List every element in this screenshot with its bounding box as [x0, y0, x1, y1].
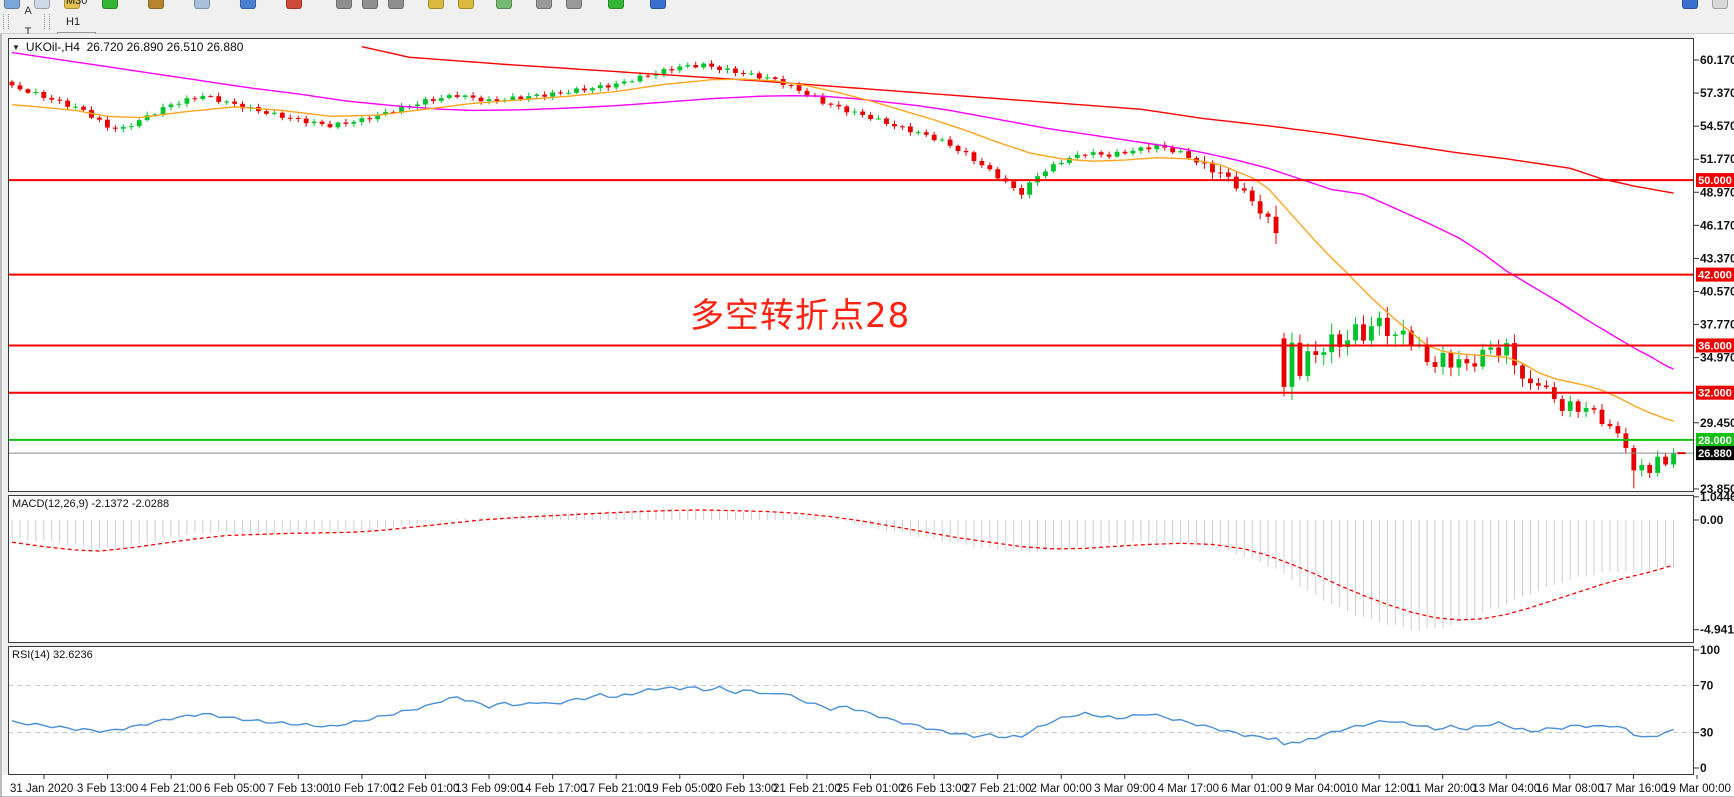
svg-text:57.370: 57.370	[1700, 86, 1734, 100]
templates-icon[interactable]	[608, 0, 624, 9]
svg-text:60.170: 60.170	[1700, 53, 1734, 67]
toolbar-right-group	[1672, 0, 1728, 9]
svg-text:7 Feb 13:00: 7 Feb 13:00	[268, 783, 329, 795]
svg-text:0: 0	[1700, 761, 1707, 775]
svg-text:43.370: 43.370	[1700, 251, 1734, 265]
svg-text:12 Feb 01:00: 12 Feb 01:00	[392, 783, 460, 795]
pencil-icon[interactable]	[1682, 0, 1698, 9]
svg-text:20 Feb 13:00: 20 Feb 13:00	[709, 783, 777, 795]
svg-text:17 Mar 16:00: 17 Mar 16:00	[1600, 783, 1668, 795]
svg-text:36.000: 36.000	[1698, 340, 1732, 352]
svg-text:11 Mar 20:00: 11 Mar 20:00	[1409, 783, 1476, 795]
svg-text:31 Jan 2020: 31 Jan 2020	[10, 783, 73, 795]
macd-pane	[11, 507, 1675, 631]
timeframe-button-m30[interactable]: M30	[66, 0, 88, 7]
chart-dropdown-icon[interactable]: ▼	[12, 42, 20, 52]
svg-text:-4.9417: -4.9417	[1700, 623, 1734, 637]
svg-text:4 Feb 21:00: 4 Feb 21:00	[140, 783, 201, 795]
svg-text:1.0446: 1.0446	[1700, 490, 1734, 504]
text-label-button[interactable]: A	[17, 1, 39, 22]
chart-title: ▼ UKOil-,H4 26.720 26.890 26.510 26.880	[12, 40, 243, 54]
svg-text:25 Feb 01:00: 25 Feb 01:00	[837, 783, 905, 795]
svg-text:10 Feb 17:00: 10 Feb 17:00	[328, 783, 396, 795]
toolbar-grip[interactable]	[3, 14, 9, 29]
price-scale: 60.170 57.370 54.570 51.770 48.970 46.170 43.3…	[1694, 53, 1734, 775]
svg-text:48.970: 48.970	[1700, 185, 1734, 199]
svg-text:29.450: 29.450	[1700, 416, 1734, 430]
svg-text:0.00: 0.00	[1700, 513, 1724, 527]
profiles-icon[interactable]	[34, 0, 50, 9]
svg-text:26.880: 26.880	[1698, 448, 1732, 460]
svg-text:50.000: 50.000	[1698, 175, 1732, 187]
svg-text:42.000: 42.000	[1698, 270, 1732, 282]
chart-window[interactable]: 60.170 57.370 54.570 51.770 48.970 46.170 43.3…	[0, 34, 1734, 797]
zoom-out-icon[interactable]	[458, 0, 474, 9]
svg-text:40.570: 40.570	[1700, 284, 1734, 298]
macd-indicator-label: MACD(12,26,9) -2.1372 -2.0288	[12, 498, 170, 510]
svg-text:54.570: 54.570	[1700, 119, 1734, 133]
chart-toolbar: ▦AT⇄▾ M1M5M15M30H1H4D1W1MN	[0, 0, 1734, 112]
candlestick-chart-icon[interactable]	[362, 0, 378, 9]
bar-chart-icon[interactable]	[336, 0, 352, 9]
svg-text:6 Mar 01:00: 6 Mar 01:00	[1221, 783, 1282, 795]
chart-shift-icon[interactable]	[566, 0, 582, 9]
svg-text:10 Mar 12:00: 10 Mar 12:00	[1345, 783, 1413, 795]
text-box-button[interactable]: T	[17, 22, 39, 43]
svg-text:51.770: 51.770	[1700, 152, 1734, 166]
folder-icon[interactable]	[194, 0, 210, 9]
main-pane	[8, 45, 1694, 489]
svg-text:37.770: 37.770	[1700, 318, 1734, 332]
svg-text:13 Feb 09:00: 13 Feb 09:00	[455, 783, 523, 795]
svg-text:13 Mar 04:00: 13 Mar 04:00	[1472, 783, 1540, 795]
svg-text:19 Feb 05:00: 19 Feb 05:00	[646, 783, 714, 795]
svg-text:27 Feb 21:00: 27 Feb 21:00	[964, 783, 1032, 795]
help-icon[interactable]	[650, 0, 666, 9]
svg-text:100: 100	[1700, 643, 1720, 657]
magnifier-icon[interactable]	[64, 0, 80, 9]
line-chart-icon[interactable]	[388, 0, 404, 9]
svg-text:34.970: 34.970	[1700, 351, 1734, 365]
svg-text:21 Feb 21:00: 21 Feb 21:00	[773, 783, 841, 795]
svg-text:6 Feb 05:00: 6 Feb 05:00	[204, 783, 265, 795]
auto-scroll-icon[interactable]	[536, 0, 552, 9]
svg-text:3 Mar 09:00: 3 Mar 09:00	[1094, 783, 1155, 795]
svg-text:30: 30	[1700, 726, 1714, 740]
text-label-icon: A	[24, 5, 32, 17]
indicators-icon[interactable]	[496, 0, 512, 9]
svg-text:46.170: 46.170	[1700, 218, 1734, 232]
autotrading-icon[interactable]	[286, 0, 302, 9]
chart-annotation-text: 多空转折点28	[690, 296, 911, 336]
svg-text:17 Feb 21:00: 17 Feb 21:00	[582, 783, 650, 795]
svg-text:28.000: 28.000	[1698, 435, 1732, 447]
toolbar-grip-2[interactable]	[44, 14, 50, 29]
svg-text:70: 70	[1700, 678, 1714, 692]
timeframe-button-h1[interactable]: H1	[66, 15, 81, 28]
svg-text:9 Mar 04:00: 9 Mar 04:00	[1285, 783, 1346, 795]
svg-text:14 Feb 17:00: 14 Feb 17:00	[519, 783, 587, 795]
zoom-in-icon[interactable]	[428, 0, 444, 9]
chart-canvas[interactable]: 60.170 57.370 54.570 51.770 48.970 46.170 43.3…	[2, 34, 1734, 797]
rsi-pane	[8, 684, 1694, 746]
expert-advisors-icon[interactable]	[148, 0, 164, 9]
svg-text:3 Feb 13:00: 3 Feb 13:00	[77, 783, 138, 795]
ohlc-text: UKOil-,H4 26.720 26.890 26.510 26.880	[25, 40, 244, 54]
new-order-icon[interactable]	[102, 0, 118, 9]
rsi-indicator-label: RSI(14) 32.6236	[12, 649, 93, 661]
new-chart-icon[interactable]	[4, 0, 20, 9]
text-box-icon: T	[24, 26, 32, 38]
svg-text:23.850: 23.850	[1700, 482, 1734, 496]
comment-icon[interactable]	[1712, 0, 1728, 9]
svg-text:19 Mar 00:00: 19 Mar 00:00	[1663, 783, 1731, 795]
svg-text:4 Mar 17:00: 4 Mar 17:00	[1158, 783, 1219, 795]
terminal-icon[interactable]	[240, 0, 256, 9]
svg-text:2 Mar 00:00: 2 Mar 00:00	[1031, 783, 1092, 795]
svg-text:16 Mar 08:00: 16 Mar 08:00	[1536, 783, 1604, 795]
svg-text:26 Feb 13:00: 26 Feb 13:00	[900, 783, 968, 795]
svg-text:32.000: 32.000	[1698, 388, 1732, 400]
time-scale: 31 Jan 2020 3 Feb 13:00 4 Feb 21:00 6 Feb 0…	[10, 775, 1731, 795]
